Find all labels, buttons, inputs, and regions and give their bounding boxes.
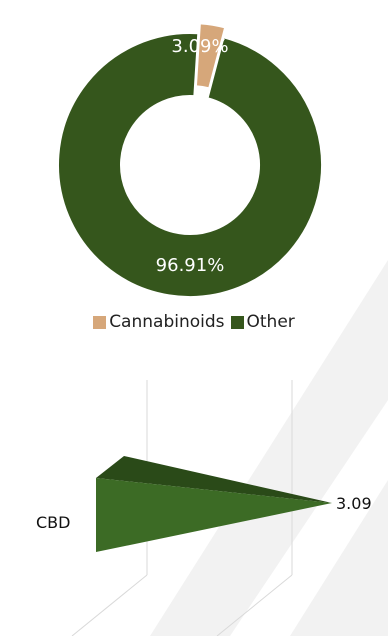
data-label-other: 96.91% [156,255,225,276]
floor-line-0 [71,574,148,636]
legend-label-cannabinoids: Cannabinoids [109,312,225,332]
bar-cbd [96,456,332,552]
data-label-cbd: 3.09 [336,494,372,513]
bar-cbd-front-face [96,478,332,552]
legend-swatch-cannabinoids [93,315,107,329]
bar-chart: CBD 3.09 [36,380,372,636]
category-label-cbd: CBD [36,513,70,532]
bar-cbd-top-face [96,456,332,503]
gridlines [71,380,293,636]
legend-item-cannabinoids: Cannabinoids [93,312,225,332]
donut-chart: 3.09% 96.91% [57,22,323,298]
legend: Cannabinoids Other [0,312,388,332]
data-label-cannabinoids: 3.09% [171,36,228,57]
slice-other [57,32,323,298]
legend-item-other: Other [230,312,295,332]
floor-line-1 [216,574,293,636]
legend-label-other: Other [246,312,295,332]
legend-swatch-other [230,315,244,329]
donut-slices [57,22,323,298]
